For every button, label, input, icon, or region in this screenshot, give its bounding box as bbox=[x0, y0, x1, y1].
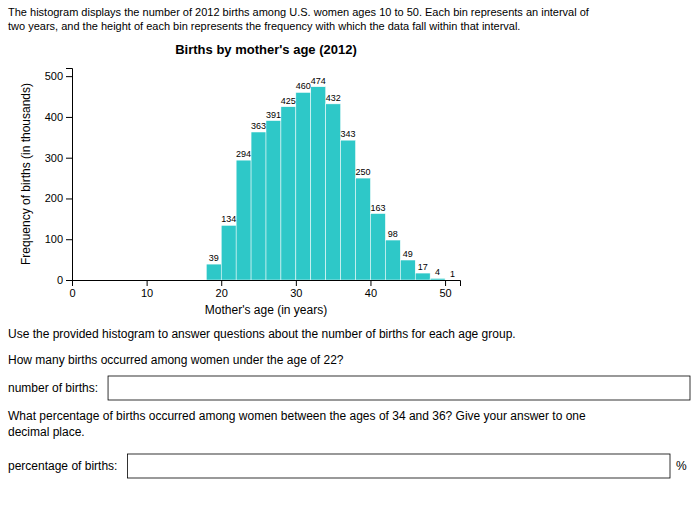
histogram-bar bbox=[311, 87, 326, 280]
header-text-line: two years, and the height of each bin re… bbox=[8, 20, 520, 32]
histogram-bar bbox=[400, 260, 415, 280]
data-label: 39 bbox=[209, 253, 219, 263]
chart-container: The histogram displays the number of 201… bbox=[0, 0, 700, 507]
y-tick: 500 bbox=[45, 70, 72, 82]
histogram-bar bbox=[430, 278, 445, 280]
x-tick-label: 20 bbox=[216, 287, 228, 299]
histogram-bar bbox=[296, 92, 311, 280]
x-tick-label: 40 bbox=[365, 287, 377, 299]
annotation: 1 bbox=[450, 269, 455, 279]
x-tick: 50 bbox=[439, 280, 451, 299]
y-tick-mark bbox=[66, 76, 72, 77]
x-tick-mark bbox=[370, 280, 371, 286]
x-axis-line bbox=[73, 281, 461, 287]
answer-box bbox=[108, 376, 690, 400]
histogram-bar bbox=[370, 214, 385, 280]
y-tick: 200 bbox=[45, 192, 72, 204]
y-tick-mark bbox=[66, 117, 72, 118]
x-tick-mark bbox=[221, 280, 222, 286]
data-labels: 39 134 294 363391425460474432 343 250 163 98 49 1… bbox=[209, 76, 455, 279]
histogram-bar bbox=[356, 178, 371, 280]
y-tick: 100 bbox=[45, 233, 72, 245]
data-label: 425 bbox=[281, 96, 296, 106]
page-svg: The histogram displays the number of 201… bbox=[0, 0, 700, 507]
answer-box bbox=[127, 454, 670, 478]
y-tick: 0 bbox=[57, 274, 72, 286]
x-tick-mark bbox=[445, 280, 446, 286]
y-tick-label: 500 bbox=[45, 70, 63, 82]
data-label: 474 bbox=[311, 76, 326, 86]
x-tick: 30 bbox=[290, 280, 302, 299]
y-tick: 300 bbox=[45, 152, 72, 164]
x-tick-mark bbox=[147, 280, 148, 286]
x-tick: 20 bbox=[216, 280, 228, 299]
histogram-bar bbox=[206, 264, 221, 280]
y-tick-label: 100 bbox=[45, 233, 63, 245]
y-tick-mark bbox=[66, 198, 72, 199]
instruction-text-line: Use the provided histogram to answer que… bbox=[8, 327, 516, 341]
header-text-line: The histogram displays the number of 201… bbox=[8, 6, 590, 18]
data-label: 391 bbox=[266, 110, 281, 120]
data-label: 294 bbox=[236, 149, 251, 159]
answer-label: percentage of births: bbox=[8, 459, 117, 473]
data-label: 17 bbox=[418, 262, 428, 272]
answer-label-line: number of births: bbox=[8, 381, 98, 395]
y-axis: 0 100 200 300 400 500 bbox=[45, 69, 73, 287]
x-tick-label: 10 bbox=[141, 287, 153, 299]
question-text-line: What percentage of births occurred among… bbox=[8, 409, 586, 423]
x-tick-label: 30 bbox=[290, 287, 302, 299]
x-axis-title: Mother's age (in years) bbox=[205, 303, 327, 317]
x-tick: 10 bbox=[141, 280, 153, 299]
data-label: 363 bbox=[251, 121, 266, 131]
x-tick-mark bbox=[296, 280, 297, 286]
data-label: 49 bbox=[403, 249, 413, 259]
histogram-bar bbox=[415, 273, 430, 280]
histogram-bar bbox=[266, 121, 281, 280]
data-label: 163 bbox=[370, 203, 385, 213]
instruction-text: Use the provided histogram to answer que… bbox=[8, 327, 516, 341]
x-axis: 0 10 20 30 40 50 bbox=[69, 280, 460, 299]
histogram-bar bbox=[281, 107, 296, 280]
header-text: The histogram displays the number of 201… bbox=[8, 6, 590, 32]
y-tick-mark bbox=[66, 158, 72, 159]
data-label: 98 bbox=[388, 229, 398, 239]
histogram-bar bbox=[221, 225, 236, 280]
question-text: What percentage of births occurred among… bbox=[8, 409, 586, 439]
data-label: 460 bbox=[296, 81, 311, 91]
x-tick-label: 0 bbox=[69, 287, 75, 299]
histogram-bar bbox=[326, 104, 341, 280]
question-text-line: decimal place. bbox=[8, 425, 85, 439]
histogram-bar bbox=[236, 160, 251, 280]
y-tick-label: 200 bbox=[45, 192, 63, 204]
x-tick-label: 50 bbox=[439, 287, 451, 299]
data-label: 134 bbox=[221, 214, 236, 224]
data-label: 250 bbox=[355, 167, 370, 177]
x-tick: 0 bbox=[69, 280, 75, 299]
y-tick-mark bbox=[66, 239, 72, 240]
histogram-bar bbox=[341, 140, 356, 280]
answer-label-line: percentage of births: bbox=[8, 459, 117, 473]
y-tick: 400 bbox=[45, 111, 72, 123]
chart-title: Births by mother's age (2012) bbox=[175, 42, 357, 57]
question-text: How many births occurred among women und… bbox=[8, 353, 344, 367]
question-text-line: How many births occurred among women und… bbox=[8, 353, 344, 367]
histogram-bar bbox=[251, 132, 266, 280]
plot-marks bbox=[206, 87, 445, 280]
y-axis-line bbox=[66, 69, 73, 281]
x-tick: 40 bbox=[365, 280, 377, 299]
data-label: 343 bbox=[341, 129, 356, 139]
answer-unit: % bbox=[676, 459, 687, 473]
y-tick-mark bbox=[66, 280, 72, 281]
answer-label: number of births: bbox=[8, 381, 98, 395]
data-label: 4 bbox=[435, 267, 440, 277]
histogram-bar bbox=[385, 240, 400, 280]
y-tick-label: 0 bbox=[57, 274, 63, 286]
y-tick-label: 300 bbox=[45, 152, 63, 164]
data-label: 432 bbox=[326, 93, 341, 103]
y-axis-title: Frequency of births (in thousands) bbox=[19, 83, 33, 265]
y-tick-label: 400 bbox=[45, 111, 63, 123]
